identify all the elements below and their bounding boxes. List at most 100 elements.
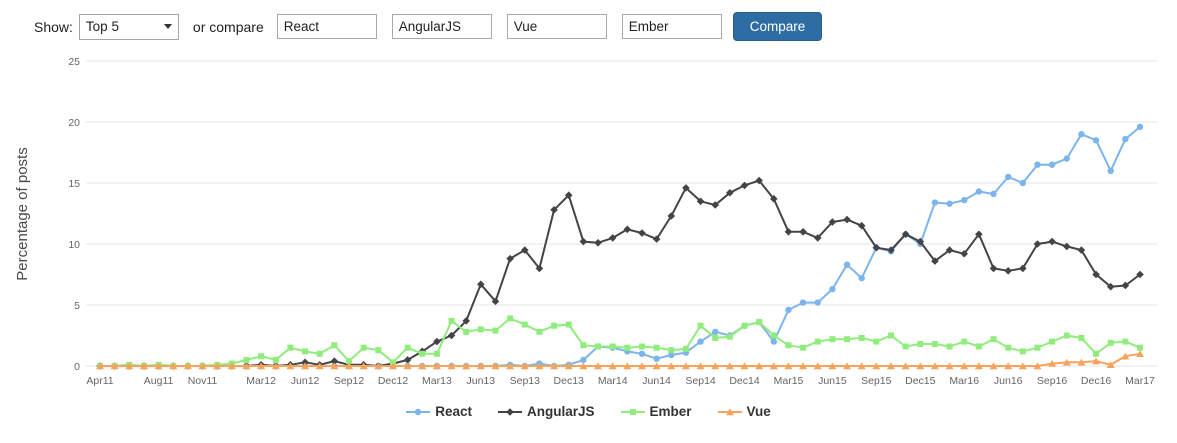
compare-input-2[interactable] (391, 14, 492, 39)
data-point (330, 357, 339, 365)
legend-item-react[interactable]: React (406, 404, 472, 419)
x-axis-label: Jun16 (994, 375, 1023, 387)
data-point (697, 338, 704, 345)
compare-input-3[interactable] (506, 14, 607, 39)
data-point (564, 191, 573, 199)
data-point (447, 331, 456, 340)
data-point (389, 359, 396, 366)
legend-label: Vue (746, 404, 771, 419)
x-axis-label: Jun12 (291, 375, 320, 387)
data-point (857, 362, 866, 370)
data-point (183, 362, 192, 370)
data-point (315, 362, 324, 370)
data-point (726, 333, 733, 340)
data-point (975, 230, 983, 239)
data-point (799, 299, 807, 306)
data-point (1136, 350, 1144, 357)
x-axis-label: Mar13 (422, 375, 452, 387)
x-axis-label: Mar16 (949, 375, 979, 387)
data-point (491, 362, 500, 370)
data-point (740, 181, 749, 190)
data-point (1122, 135, 1129, 143)
x-axis-label: Nov11 (188, 375, 218, 387)
legend-item-vue[interactable]: Vue (717, 404, 771, 419)
x-axis-label: Sep12 (334, 375, 365, 387)
x-axis-label: Apr11 (86, 375, 113, 387)
data-point (579, 237, 588, 246)
data-point (945, 362, 954, 370)
data-point (974, 362, 983, 370)
data-point (785, 306, 792, 314)
compare-button[interactable]: Compare (732, 12, 823, 41)
data-point (682, 345, 689, 352)
data-point (901, 230, 910, 239)
data-point (799, 228, 807, 236)
data-point (1004, 173, 1012, 181)
data-point (1077, 246, 1086, 254)
data-point (828, 218, 837, 226)
x-axis-label: Sep13 (510, 375, 541, 387)
data-point (946, 343, 953, 350)
data-point (96, 362, 104, 370)
data-point (770, 338, 778, 345)
data-point (403, 356, 412, 364)
data-point (1078, 131, 1085, 138)
data-point (535, 264, 544, 273)
data-point (770, 332, 777, 339)
data-point (741, 322, 748, 329)
data-point (887, 332, 894, 339)
data-point (139, 362, 148, 370)
data-point (990, 336, 997, 343)
data-point (1092, 137, 1100, 144)
data-point (125, 362, 134, 370)
data-point (813, 362, 822, 370)
data-point (258, 353, 265, 360)
data-point (521, 321, 528, 328)
x-axis-label: Dec16 (1081, 375, 1112, 387)
data-point (637, 362, 646, 370)
data-point (1063, 155, 1070, 162)
data-point (696, 197, 705, 206)
data-point (608, 362, 617, 370)
data-point (1107, 167, 1114, 174)
data-point (1137, 344, 1143, 351)
data-point (257, 362, 266, 370)
data-point (844, 336, 851, 343)
data-point (287, 344, 294, 351)
data-point (799, 362, 808, 370)
or-compare-label: or compare (192, 18, 264, 35)
show-label: Show: (34, 18, 73, 35)
data-point (1019, 348, 1026, 355)
data-point (579, 362, 588, 370)
data-point (302, 348, 309, 355)
data-point (1018, 362, 1027, 370)
show-select[interactable]: Top 5 (78, 13, 179, 40)
legend-item-angularjs[interactable]: AngularJS (497, 404, 595, 419)
data-point (931, 257, 939, 265)
data-point (1121, 352, 1130, 360)
data-point (887, 246, 895, 254)
data-point (755, 176, 763, 185)
data-point (301, 362, 310, 370)
data-point (550, 362, 559, 370)
data-point (800, 344, 807, 351)
data-point (594, 238, 602, 247)
data-point (931, 199, 939, 206)
compare-input-4[interactable] (621, 14, 722, 39)
data-point (404, 344, 411, 351)
data-point (872, 243, 881, 252)
data-point (873, 338, 880, 345)
data-point (506, 254, 514, 263)
series-line-angularjs (100, 179, 1141, 367)
data-point (169, 362, 178, 370)
data-point (813, 234, 822, 242)
legend-label: AngularJS (526, 404, 595, 419)
y-axis-label: 15 (68, 178, 80, 190)
data-point (359, 362, 368, 370)
x-axis-label: Mar12 (246, 375, 276, 387)
compare-input-1[interactable] (276, 14, 377, 39)
data-point (1034, 344, 1041, 351)
data-point (507, 315, 514, 322)
legend-item-ember[interactable]: Ember (620, 404, 692, 419)
series-line-vue (100, 352, 1141, 367)
